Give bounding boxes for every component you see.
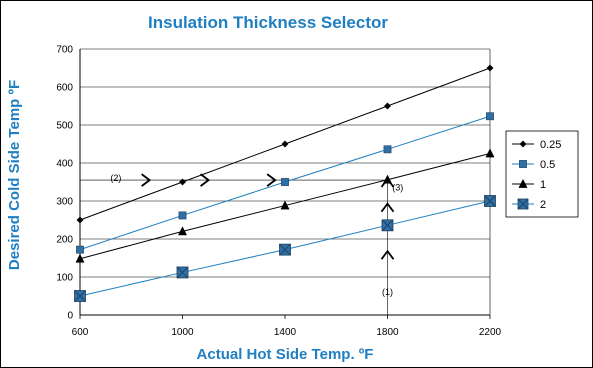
- marker-triangle: [382, 174, 393, 184]
- marker-square: [178, 211, 187, 220]
- legend-item: 0.25: [512, 139, 561, 151]
- marker-x-cross: [484, 195, 496, 207]
- series-1: [75, 148, 495, 263]
- marker-diamond: [383, 102, 392, 110]
- marker-diamond: [178, 178, 187, 186]
- marker-diamond: [281, 140, 289, 148]
- marker-diamond: [519, 140, 527, 148]
- series-layer: [74, 64, 496, 302]
- marker-x-cross: [74, 290, 86, 302]
- marker-square: [486, 112, 494, 121]
- legend-item: 2: [512, 198, 546, 211]
- marker-x-cross: [517, 198, 529, 210]
- legend-item: 1: [512, 178, 546, 191]
- guide-layer: [80, 173, 395, 315]
- x-tick-label: 2200: [479, 327, 502, 338]
- series-0.25: [76, 64, 494, 224]
- marker-triangle: [518, 178, 528, 188]
- y-tick-label: 0: [67, 311, 73, 322]
- marker-triangle: [177, 226, 188, 236]
- marker-square: [281, 178, 289, 186]
- annotation-label: (3): [392, 183, 403, 193]
- marker-triangle: [75, 253, 85, 263]
- marker-diamond: [76, 216, 84, 224]
- legend-item: 0.5: [512, 159, 555, 171]
- marker-diamond: [486, 64, 494, 72]
- legend-label: 1: [540, 179, 546, 191]
- y-axis-label: Desired Cold Side Temp ºF: [6, 80, 23, 270]
- y-tick-label: 500: [56, 121, 73, 132]
- y-tick-label: 100: [56, 273, 73, 284]
- legend-label: 0.25: [540, 139, 561, 151]
- marker-triangle: [280, 200, 290, 210]
- arrow-right: [200, 173, 211, 187]
- marker-square: [76, 245, 84, 254]
- legend-label: 2: [540, 199, 546, 211]
- x-tick-label: 1000: [171, 327, 194, 338]
- x-tick-label: 1800: [376, 327, 399, 338]
- marker-square: [383, 145, 392, 154]
- x-axis-label: Actual Hot Side Temp. ºF: [197, 346, 374, 363]
- y-tick-label: 400: [56, 159, 73, 170]
- arrow-right: [266, 173, 277, 187]
- marker-triangle: [485, 148, 495, 158]
- arrow-right: [141, 173, 152, 187]
- marker-x-cross: [381, 219, 394, 232]
- legend-label: 0.5: [540, 159, 555, 171]
- arrow-up: [380, 202, 395, 213]
- marker-square: [519, 160, 527, 168]
- chart-title: Insulation Thickness Selector: [148, 13, 388, 32]
- series-0.5: [76, 112, 494, 254]
- x-tick-label: 600: [72, 327, 89, 338]
- y-tick-label: 200: [56, 235, 73, 246]
- legend: 0.25 0.5 1 2: [505, 130, 579, 218]
- arrow-up: [380, 249, 395, 260]
- y-tick-label: 700: [56, 45, 73, 56]
- marker-x-cross: [176, 266, 189, 279]
- annotation-layer: (1) (2) (3): [110, 173, 403, 297]
- y-tick-label: 600: [56, 83, 73, 94]
- marker-x-cross: [279, 243, 291, 256]
- axes-layer: 0 100 200 300 400 500 600 700 600 1000 1400 1800 220…: [56, 45, 501, 339]
- series-2: [74, 195, 496, 302]
- annotation-label: (2): [110, 173, 121, 183]
- annotation-label: (1): [382, 287, 393, 297]
- y-tick-label: 300: [56, 197, 73, 208]
- x-tick-label: 1400: [274, 327, 297, 338]
